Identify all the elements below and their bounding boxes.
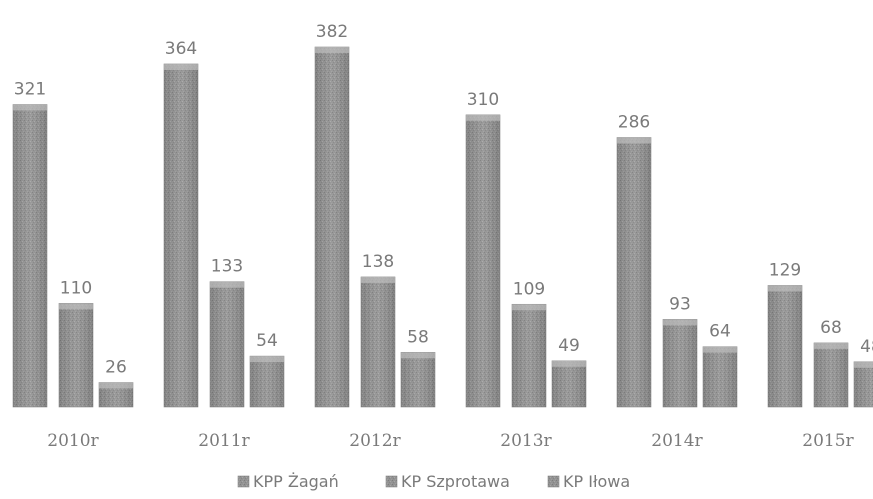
- bar-cap: [315, 47, 349, 53]
- data-label: 364: [165, 39, 197, 59]
- bar-cap: [617, 137, 651, 144]
- data-label: 110: [60, 278, 92, 298]
- bar-cap: [164, 63, 198, 70]
- bar-shade: [663, 319, 697, 407]
- bar-shade: [617, 137, 651, 408]
- data-label: 129: [769, 260, 801, 280]
- bar-cap: [466, 114, 500, 121]
- data-label: 109: [513, 279, 545, 299]
- bar-2012r-series-2: [360, 276, 396, 408]
- data-label: 48: [860, 337, 873, 357]
- legend-swatch: [385, 475, 398, 488]
- bar-shade: [768, 285, 802, 407]
- legend-item-3: KP Iłowa: [547, 472, 630, 491]
- bar-cap: [361, 276, 395, 283]
- bar-shade: [210, 281, 244, 407]
- bar-2015r-series-3: [853, 361, 873, 408]
- bars-group: [12, 46, 873, 408]
- data-label: 286: [618, 112, 650, 132]
- bar-2014r-series-1: [616, 137, 652, 408]
- bar-2014r-series-2: [662, 319, 698, 408]
- bar-2011r-series-2: [209, 281, 245, 408]
- category-label: 2013r: [500, 431, 552, 451]
- bar-2011r-series-3: [249, 355, 285, 408]
- bar-shade: [854, 361, 873, 407]
- bar-cap: [854, 361, 873, 368]
- category-label: 2012r: [349, 431, 401, 451]
- data-label: 54: [256, 331, 278, 351]
- data-label: 138: [362, 252, 394, 272]
- legend-swatch: [547, 475, 560, 488]
- data-labels-group: 321 110 26 364 133 54 382 138 58 310 109 49 286 93 64 1…: [14, 22, 873, 377]
- bar-cap: [552, 360, 586, 367]
- bar-cap: [512, 304, 546, 311]
- bar-2014r-series-3: [702, 346, 738, 408]
- bar-2010r-series-2: [58, 303, 94, 408]
- bar-shade: [361, 276, 395, 407]
- data-label: 382: [316, 22, 348, 42]
- bar-cap: [663, 319, 697, 326]
- bar-2013r-series-3: [551, 360, 587, 408]
- bar-2010r-series-3: [98, 382, 134, 408]
- data-label: 310: [467, 90, 499, 110]
- bar-2012r-series-3: [400, 352, 436, 408]
- bar-shade: [401, 352, 435, 407]
- bar-2015r-series-2: [813, 342, 849, 408]
- bar-shade: [552, 360, 586, 407]
- bar-cap: [59, 303, 93, 310]
- bar-2013r-series-1: [465, 114, 501, 408]
- bar-cap: [210, 281, 244, 288]
- data-label: 68: [820, 318, 842, 338]
- bar-shade: [13, 104, 47, 407]
- bar-2015r-series-1: [767, 285, 803, 408]
- data-label: 26: [105, 357, 127, 377]
- legend-item-1: KPP Żagań: [237, 472, 339, 491]
- bar-shade: [466, 114, 500, 408]
- data-label: 49: [558, 336, 580, 356]
- bar-shade: [59, 303, 93, 407]
- data-label: 64: [709, 322, 731, 342]
- data-label: 321: [14, 79, 46, 99]
- legend-label: KP Szprotawa: [401, 472, 510, 491]
- bar-cap: [814, 342, 848, 349]
- legend-swatch: [237, 475, 250, 488]
- category-labels-group: 2010r 2011r 2012r 2013r 2014r 2015r: [47, 431, 854, 451]
- bar-shade: [814, 342, 848, 407]
- bar-cap: [250, 356, 284, 363]
- legend-label: KP Iłowa: [563, 472, 630, 491]
- legend-label: KPP Żagań: [253, 472, 339, 491]
- bar-shade: [164, 63, 198, 408]
- data-label: 133: [211, 257, 243, 277]
- bar-2010r-series-1: [12, 104, 48, 408]
- category-label: 2011r: [198, 431, 250, 451]
- legend-item-2: KP Szprotawa: [385, 472, 510, 491]
- bar-shade: [703, 346, 737, 407]
- bar-cap: [768, 285, 802, 292]
- category-label: 2014r: [651, 431, 703, 451]
- bar-2013r-series-2: [511, 303, 547, 408]
- bar-shade: [512, 304, 546, 407]
- bar-cap: [13, 104, 47, 111]
- data-label: 58: [407, 327, 429, 347]
- category-label: 2015r: [802, 431, 854, 451]
- bar-cap: [703, 346, 737, 353]
- data-label: 93: [669, 294, 691, 314]
- bar-2012r-series-1: [314, 46, 350, 408]
- bar-2011r-series-1: [163, 63, 199, 408]
- bar-shade: [315, 47, 349, 407]
- bar-cap: [401, 352, 435, 359]
- bar-cap: [99, 382, 133, 389]
- legend: KPP Żagań KP Szprotawa KP Iłowa: [237, 472, 630, 491]
- category-label: 2010r: [47, 431, 99, 451]
- bar-shade: [250, 356, 284, 407]
